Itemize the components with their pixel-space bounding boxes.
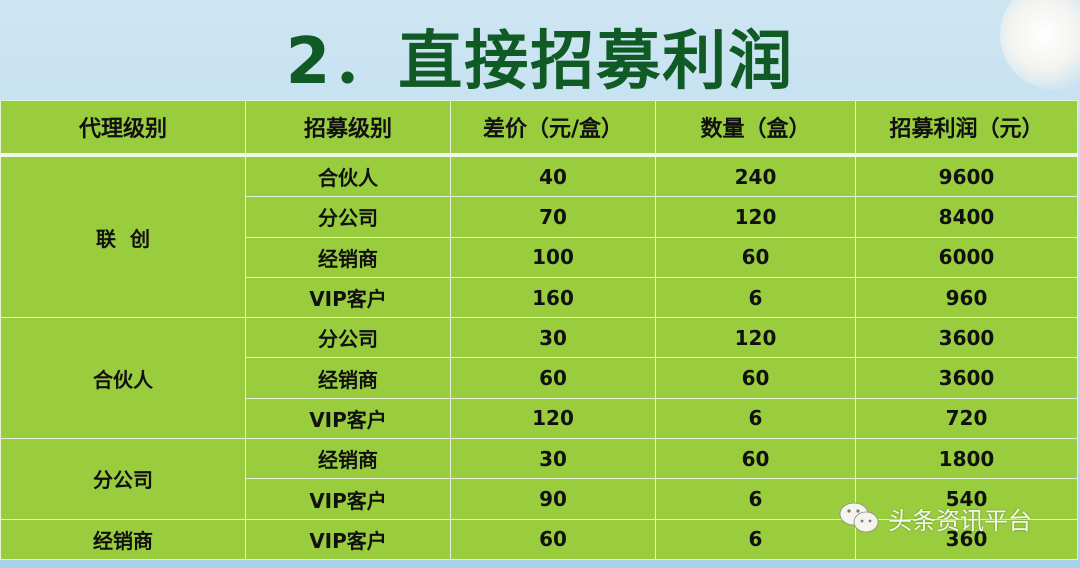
table-row: 经销商 VIP客户 60 6 360 [0, 518, 1078, 561]
table-row: 联 创合伙人 40 240 9600 [0, 154, 1078, 319]
table-row: 经销商 60 60 3600 [1, 357, 1078, 399]
price-diff-cell: 90 [450, 478, 656, 520]
page-title: 2．直接招募利润 [285, 25, 795, 99]
agent-level-cell: 联 创 [0, 154, 246, 319]
profit-cell: 8400 [855, 196, 1078, 238]
price-diff-cell: 120 [450, 397, 656, 440]
profit-cell: 3600 [855, 357, 1078, 399]
wechat-icon [839, 502, 879, 533]
price-diff-cell: 30 [450, 438, 656, 480]
table-row: 分公司 经销商 30 60 1800 [0, 438, 1078, 520]
price-diff-cell: 40 [450, 154, 656, 198]
profit-cell: 1800 [855, 438, 1078, 480]
profit-cell: 6000 [855, 236, 1078, 278]
quantity-cell: 60 [655, 236, 856, 278]
table-header-row: 代理级别 招募级别 差价（元/盒） 数量（盒） 招募利润（元） [0, 100, 1078, 157]
column-header: 数量（盒） [655, 100, 856, 157]
quantity-cell: 60 [655, 438, 856, 480]
recruit-level-cell: 分公司 [245, 196, 451, 238]
agent-level-cell: 经销商 [0, 518, 246, 561]
price-diff-cell: 60 [450, 518, 656, 561]
table-row: 合伙人 分公司 30 120 3600 [0, 317, 1078, 440]
profit-table: 代理级别 招募级别 差价（元/盒） 数量（盒） 招募利润（元） 联 创合伙人 40 240 9… [0, 100, 1078, 561]
price-diff-cell: 70 [450, 196, 656, 238]
column-header: 招募利润（元） [855, 100, 1078, 157]
recruit-level-cell: 经销商 [245, 236, 451, 278]
table-row: 经销商 100 60 6000 [1, 236, 1078, 278]
quantity-cell: 6 [655, 397, 856, 440]
recruit-level-cell: 分公司 [245, 317, 451, 359]
price-diff-cell: 60 [450, 357, 656, 399]
table-row: VIP客户 120 6 720 [1, 397, 1078, 440]
table-row: VIP客户 160 6 960 [1, 276, 1078, 319]
column-header: 招募级别 [245, 100, 451, 157]
quantity-cell: 120 [655, 196, 856, 238]
price-diff-cell: 30 [450, 317, 656, 359]
recruit-level-cell: 合伙人 [245, 154, 451, 198]
quantity-cell: 6 [655, 518, 856, 561]
agent-level-cell: 合伙人 [0, 317, 246, 440]
watermark: 头条资讯平台 [838, 500, 1032, 536]
profit-cell: 9600 [855, 154, 1078, 198]
recruit-level-cell: VIP客户 [245, 518, 451, 561]
price-diff-cell: 160 [450, 276, 656, 319]
quantity-cell: 60 [655, 357, 856, 399]
watermark-text: 头条资讯平台 [888, 506, 1032, 535]
column-header: 代理级别 [0, 100, 246, 157]
profit-cell: 960 [855, 276, 1078, 319]
recruit-level-cell: 经销商 [245, 357, 451, 399]
recruit-level-cell: VIP客户 [245, 276, 451, 319]
price-diff-cell: 100 [450, 236, 656, 278]
profit-cell: 3600 [855, 317, 1078, 359]
quantity-cell: 6 [655, 478, 856, 520]
profit-cell: 720 [855, 397, 1078, 440]
profit-cell: 360 [855, 518, 1078, 561]
recruit-level-cell: 经销商 [245, 438, 451, 480]
recruit-level-cell: VIP客户 [245, 478, 451, 520]
quantity-cell: 120 [655, 317, 856, 359]
column-header: 差价（元/盒） [450, 100, 656, 157]
agent-level-cell: 分公司 [0, 438, 246, 520]
quantity-cell: 240 [655, 154, 856, 198]
recruit-level-cell: VIP客户 [245, 397, 451, 440]
quantity-cell: 6 [655, 276, 856, 319]
